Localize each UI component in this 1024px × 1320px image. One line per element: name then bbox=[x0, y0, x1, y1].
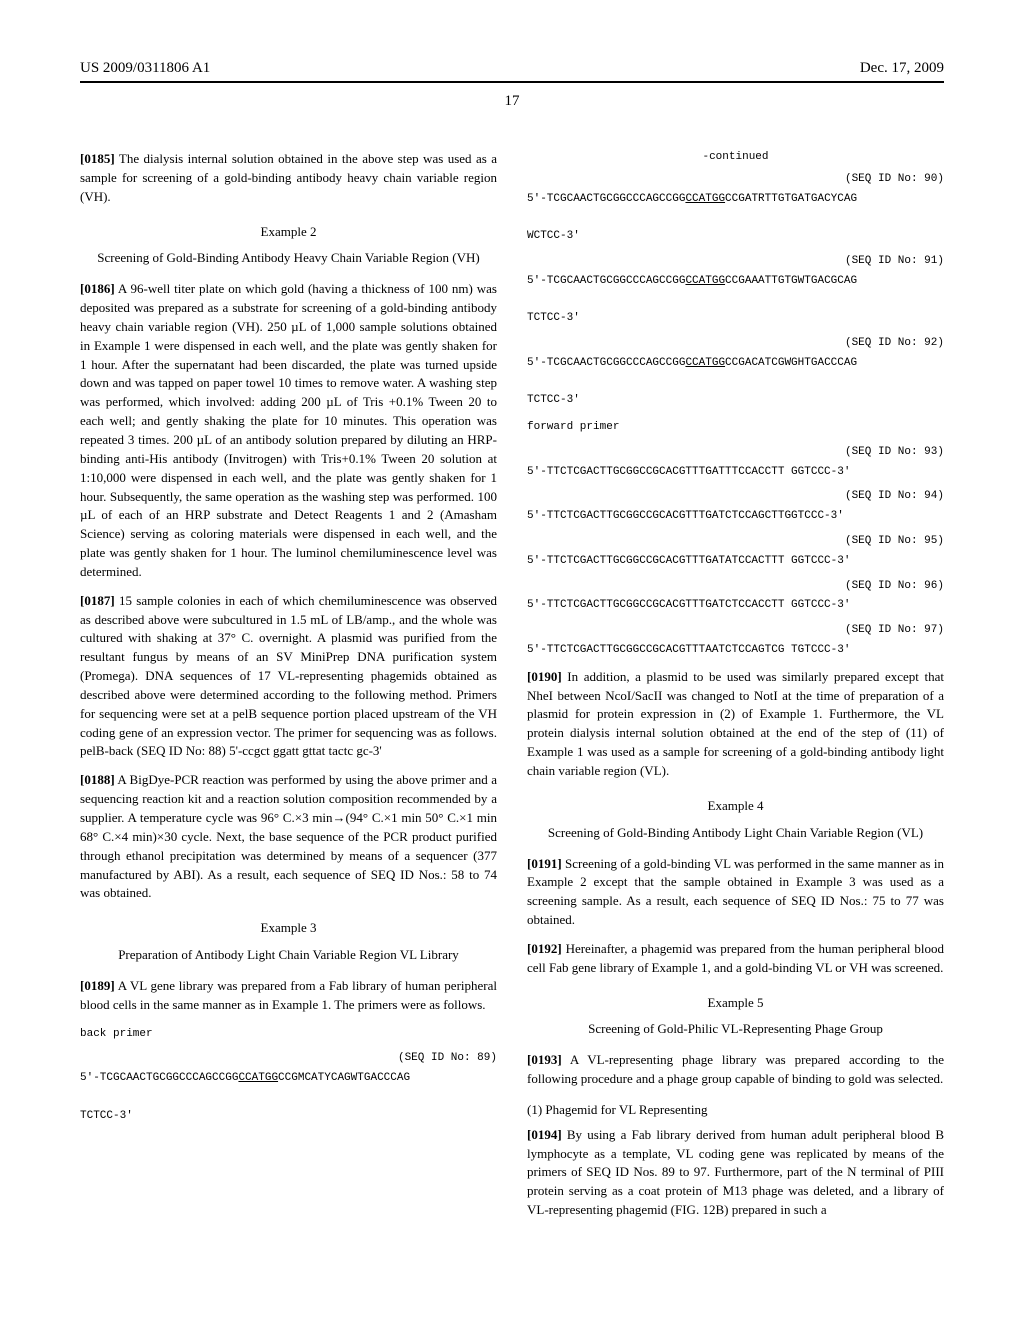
seq-text: TCTCC-3' bbox=[527, 312, 580, 324]
para-0191: [0191] Screening of a gold-binding VL wa… bbox=[527, 855, 944, 930]
seq-92-label: (SEQ ID No: 92) bbox=[527, 336, 944, 352]
para-num: [0192] bbox=[527, 941, 562, 956]
seq-94: 5'-TTCTCGACTTGCGGCCGCACGTTTGATCTCCAGCTTG… bbox=[527, 507, 944, 526]
para-text: Hereinafter, a phagemid was prepared fro… bbox=[527, 941, 944, 975]
seq-89: 5'-TCGCAACTGCGGCCCAGCCGGCCATGGCCGMCATYCA… bbox=[80, 1069, 497, 1125]
seq-underline: CCATGG bbox=[685, 357, 725, 369]
seq-94-label: (SEQ ID No: 94) bbox=[527, 489, 944, 505]
seq-96: 5'-TTCTCGACTTGCGGCCGCACGTTTGATCTCCACCTT … bbox=[527, 596, 944, 615]
seq-91: 5'-TCGCAACTGCGGCCCAGCCGGCCATGGCCGAAATTGT… bbox=[527, 272, 944, 328]
seq-92: 5'-TCGCAACTGCGGCCCAGCCGGCCATGGCCGACATCGW… bbox=[527, 354, 944, 410]
para-0187: [0187] 15 sample colonies in each of whi… bbox=[80, 592, 497, 762]
seq-underline: CCATGG bbox=[685, 275, 725, 287]
para-num: [0187] bbox=[80, 593, 115, 608]
seq-text: 5'-TCGCAACTGCGGCCCAGCCGG bbox=[527, 193, 685, 205]
seq-95-label: (SEQ ID No: 95) bbox=[527, 534, 944, 550]
para-text: Screening of a gold-binding VL was perfo… bbox=[527, 856, 944, 928]
para-text: A 96-well titer plate on which gold (hav… bbox=[80, 281, 497, 579]
para-0192: [0192] Hereinafter, a phagemid was prepa… bbox=[527, 940, 944, 978]
para-0190: [0190] In addition, a plasmid to be used… bbox=[527, 668, 944, 781]
seq-text: CCGATRTTGTGATGACYCAG bbox=[725, 193, 857, 205]
para-text: A VL gene library was prepared from a Fa… bbox=[80, 978, 497, 1012]
left-column: [0185] The dialysis internal solution ob… bbox=[80, 150, 497, 1230]
para-text: 15 sample colonies in each of which chem… bbox=[80, 593, 497, 759]
content-columns: [0185] The dialysis internal solution ob… bbox=[80, 150, 944, 1230]
para-num: [0188] bbox=[80, 772, 115, 787]
para-0194: [0194] By using a Fab library derived fr… bbox=[527, 1126, 944, 1220]
right-column: -continued (SEQ ID No: 90) 5'-TCGCAACTGC… bbox=[527, 150, 944, 1230]
example-5-subtitle: Screening of Gold-Philic VL-Representing… bbox=[527, 1020, 944, 1039]
patent-id: US 2009/0311806 A1 bbox=[80, 60, 210, 77]
seq-text: CCGACATCGWGHTGACCCAG bbox=[725, 357, 857, 369]
seq-90-label: (SEQ ID No: 90) bbox=[527, 172, 944, 188]
example-5-title: Example 5 bbox=[527, 994, 944, 1013]
para-text: In addition, a plasmid to be used was si… bbox=[527, 669, 944, 778]
fwd-primer-label: forward primer bbox=[527, 418, 944, 437]
seq-89-label: (SEQ ID No: 89) bbox=[80, 1051, 497, 1067]
page-number: 17 bbox=[80, 93, 944, 110]
seq-text: 5'-TCGCAACTGCGGCCCAGCCGG bbox=[527, 357, 685, 369]
seq-96-label: (SEQ ID No: 96) bbox=[527, 579, 944, 595]
seq-text: CCGMCATYCAGWTGACCCAG bbox=[278, 1072, 410, 1084]
para-text: The dialysis internal solution obtained … bbox=[80, 151, 497, 204]
example-4-title: Example 4 bbox=[527, 797, 944, 816]
para-num: [0185] bbox=[80, 151, 115, 166]
para-0188: [0188] A BigDye-PCR reaction was perform… bbox=[80, 771, 497, 903]
seq-97: 5'-TTCTCGACTTGCGGCCGCACGTTTAATCTCCAGTCG … bbox=[527, 641, 944, 660]
para-text: A VL-representing phage library was prep… bbox=[527, 1052, 944, 1086]
example-3-title: Example 3 bbox=[80, 919, 497, 938]
seq-text: TCTCC-3' bbox=[527, 394, 580, 406]
example-2-subtitle: Screening of Gold-Binding Antibody Heavy… bbox=[80, 249, 497, 268]
example-2-title: Example 2 bbox=[80, 223, 497, 242]
seq-93: 5'-TTCTCGACTTGCGGCCGCACGTTTGATTTCCACCTT … bbox=[527, 463, 944, 482]
para-0185: [0185] The dialysis internal solution ob… bbox=[80, 150, 497, 207]
page-header: US 2009/0311806 A1 Dec. 17, 2009 bbox=[80, 60, 944, 83]
seq-text: TCTCC-3' bbox=[80, 1110, 133, 1122]
seq-text: WCTCC-3' bbox=[527, 230, 580, 242]
continued-label: -continued bbox=[527, 150, 944, 166]
para-num: [0193] bbox=[527, 1052, 562, 1067]
example-3-subtitle: Preparation of Antibody Light Chain Vari… bbox=[80, 946, 497, 965]
para-text: By using a Fab library derived from huma… bbox=[527, 1127, 944, 1217]
para-0189: [0189] A VL gene library was prepared fr… bbox=[80, 977, 497, 1015]
seq-text: CCGAAATTGTGWTGACGCAG bbox=[725, 275, 857, 287]
para-0193: [0193] A VL-representing phage library w… bbox=[527, 1051, 944, 1089]
seq-95: 5'-TTCTCGACTTGCGGCCGCACGTTTGATATCCACTTT … bbox=[527, 552, 944, 571]
example-4-subtitle: Screening of Gold-Binding Antibody Light… bbox=[527, 824, 944, 843]
back-primer-label: back primer bbox=[80, 1025, 497, 1044]
seq-97-label: (SEQ ID No: 97) bbox=[527, 623, 944, 639]
seq-underline: CCATGG bbox=[238, 1072, 278, 1084]
patent-date: Dec. 17, 2009 bbox=[860, 60, 944, 77]
para-num: [0191] bbox=[527, 856, 562, 871]
seq-underline: CCATGG bbox=[685, 193, 725, 205]
seq-90: 5'-TCGCAACTGCGGCCCAGCCGGCCATGGCCGATRTTGT… bbox=[527, 190, 944, 246]
subsection-1: (1) Phagemid for VL Representing bbox=[527, 1101, 944, 1120]
para-num: [0186] bbox=[80, 281, 115, 296]
seq-text: 5'-TCGCAACTGCGGCCCAGCCGG bbox=[80, 1072, 238, 1084]
para-text: A BigDye-PCR reaction was performed by u… bbox=[80, 772, 497, 900]
seq-91-label: (SEQ ID No: 91) bbox=[527, 254, 944, 270]
para-num: [0190] bbox=[527, 669, 562, 684]
seq-text: 5'-TCGCAACTGCGGCCCAGCCGG bbox=[527, 275, 685, 287]
para-num: [0194] bbox=[527, 1127, 562, 1142]
seq-93-label: (SEQ ID No: 93) bbox=[527, 445, 944, 461]
para-num: [0189] bbox=[80, 978, 115, 993]
para-0186: [0186] A 96-well titer plate on which go… bbox=[80, 280, 497, 582]
